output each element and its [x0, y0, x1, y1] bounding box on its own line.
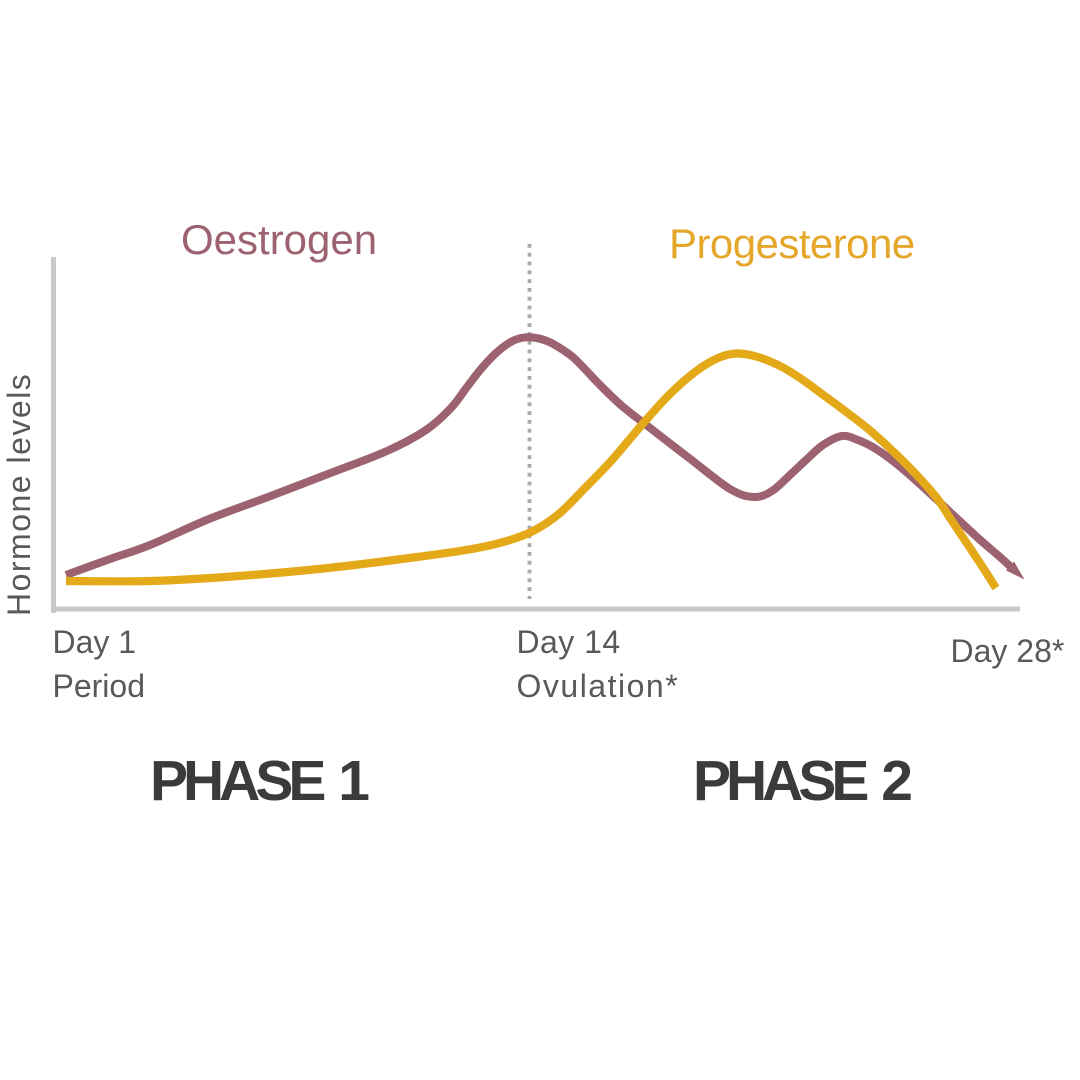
svg-text:Day 1: Day 1: [53, 624, 137, 660]
svg-text:Day 28*: Day 28*: [951, 633, 1065, 669]
svg-text:Progesterone: Progesterone: [669, 220, 915, 267]
svg-text:PHASE 1: PHASE 1: [150, 749, 369, 813]
svg-text:Day 14: Day 14: [517, 624, 621, 660]
svg-text:PHASE 2: PHASE 2: [693, 749, 911, 813]
svg-text:Hormone levels: Hormone levels: [1, 373, 37, 616]
svg-text:Oestrogen: Oestrogen: [181, 216, 377, 263]
svg-text:Period: Period: [53, 668, 146, 704]
svg-text:Ovulation*: Ovulation*: [517, 668, 680, 704]
